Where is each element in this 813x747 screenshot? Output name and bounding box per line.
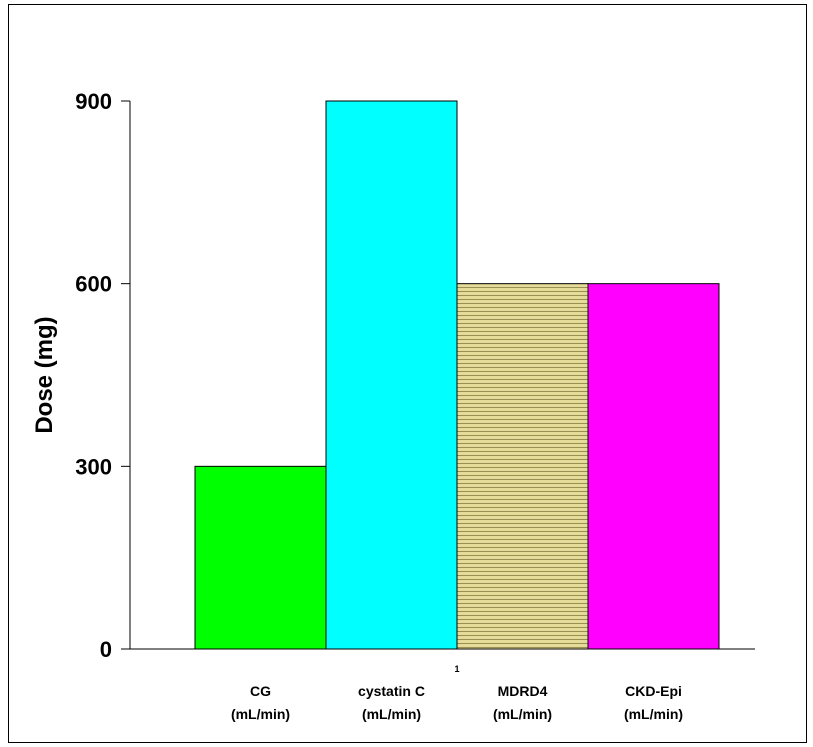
category-label-line2: (mL/min) — [493, 706, 552, 722]
bar — [325, 100, 458, 650]
y-tick-label: 0 — [100, 637, 112, 662]
y-axis-label: Dose (mg) — [31, 316, 58, 433]
category-label-line1: CG — [250, 683, 271, 699]
x-axis-note: 1 — [454, 664, 459, 674]
category-label-line2: (mL/min) — [624, 706, 683, 722]
category-label-line1: CKD-Epi — [625, 683, 682, 699]
category-label-line2: (mL/min) — [231, 706, 290, 722]
bar — [587, 283, 720, 650]
y-tick-label: 300 — [75, 454, 112, 479]
category-label-line2: (mL/min) — [362, 706, 421, 722]
y-axis: 0 300 600 900 — [75, 89, 131, 662]
category-label-line1: MDRD4 — [498, 683, 548, 699]
category-labels: CG (mL/min) cystatin C (mL/min) MDRD4 (mL/min… — [231, 683, 683, 722]
bar — [194, 465, 327, 650]
y-tick-label: 600 — [75, 272, 112, 297]
category-label-line1: cystatin C — [358, 683, 425, 699]
bar — [456, 283, 589, 650]
bars — [194, 100, 720, 650]
y-tick-label: 900 — [75, 89, 112, 114]
